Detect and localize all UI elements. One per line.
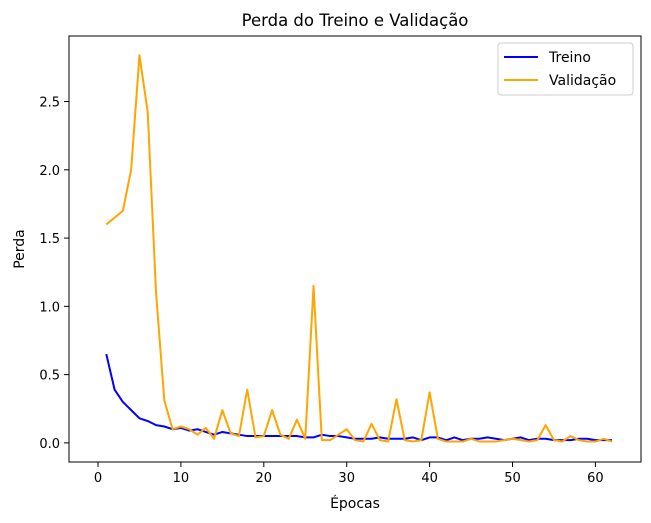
series-lines [105,54,613,443]
x-axis: 0 10 20 30 40 50 60 [94,462,604,486]
legend: Treino Validação [497,42,634,96]
x-tick-label: 60 [587,471,604,486]
series-line-validacao [105,54,613,443]
y-tick-label: 2.0 [39,164,60,179]
y-tick-label: 2.5 [39,96,60,111]
y-tick-label: 0.5 [39,369,60,384]
chart-title: Perda do Treino e Validação [242,11,469,30]
plot-area [68,35,642,463]
x-tick-label: 40 [421,471,438,486]
x-tick-label: 30 [338,471,355,486]
x-tick-label: 20 [256,471,273,486]
legend-label-validacao: Validação [549,73,616,89]
x-tick-label: 10 [173,471,190,486]
y-axis: 0.0 0.5 1.0 1.5 2.0 2.5 [39,96,69,452]
y-tick-label: 1.5 [39,232,60,247]
x-tick-label: 0 [94,471,102,486]
y-axis-label: Perda [12,229,28,269]
x-tick-label: 50 [504,471,521,486]
y-tick-label: 0.0 [39,437,60,452]
y-tick-label: 1.0 [39,300,60,315]
x-axis-label: Épocas [330,495,380,512]
legend-label-treino: Treino [548,50,591,66]
